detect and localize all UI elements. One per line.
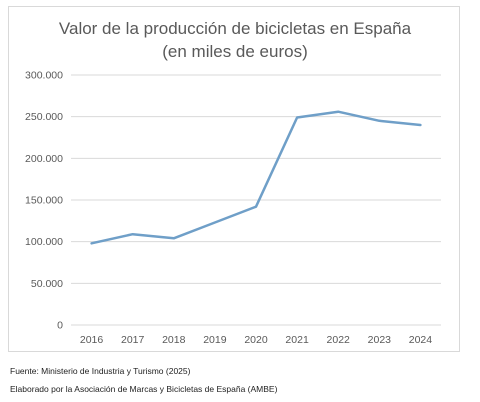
series-layer <box>90 110 422 245</box>
x-tick-label: 2024 <box>409 334 433 346</box>
chart-title-line1: Valor de la producción de bicicletas en … <box>58 19 412 38</box>
y-tick-label: 0 <box>57 320 63 332</box>
x-tick-label: 2022 <box>327 334 351 346</box>
gridlines <box>71 74 441 326</box>
line-chart: 0 50.000 100.000 150.000 200.000 250.000 300.0… <box>25 70 441 346</box>
chart-title-line2: (en miles de euros) <box>162 42 308 61</box>
x-tick-label: 2016 <box>80 334 104 346</box>
y-tick-label: 300.000 <box>25 70 63 82</box>
x-tick-label: 2018 <box>162 334 186 346</box>
x-tick-label: 2023 <box>368 334 392 346</box>
x-tick-label: 2021 <box>285 334 309 346</box>
y-tick-label: 50.000 <box>31 278 63 290</box>
chart-frame: Valor de la producción de bicicletas en … <box>8 6 460 352</box>
y-tick-label: 250.000 <box>25 111 63 123</box>
y-tick-label: 150.000 <box>25 195 63 207</box>
y-axis-ticks: 0 50.000 100.000 150.000 200.000 250.000 300.0… <box>25 70 63 332</box>
y-tick-label: 100.000 <box>25 236 63 248</box>
x-tick-label: 2020 <box>244 334 268 346</box>
x-tick-label: 2017 <box>121 334 145 346</box>
x-tick-label: 2019 <box>203 334 227 346</box>
credit-note: Elaborado por la Asociación de Marcas y … <box>10 384 278 394</box>
y-tick-label: 200.000 <box>25 153 63 165</box>
x-axis-ticks: 2016 2017 2018 2019 2020 2021 2022 2023 2024 <box>80 334 432 346</box>
chart-title: Valor de la producción de bicicletas en … <box>9 17 461 63</box>
source-note: Fuente: Ministerio de Industria y Turism… <box>10 366 191 376</box>
series-line <box>90 110 422 245</box>
